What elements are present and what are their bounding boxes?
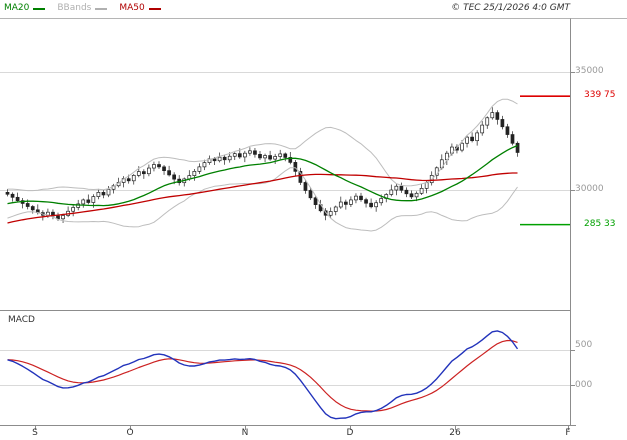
ma20-line-swatch bbox=[33, 7, 46, 10]
resistance-label: 339 75 bbox=[584, 90, 616, 100]
macd-tick-500: 500 bbox=[575, 340, 593, 350]
support-label: 285 33 bbox=[584, 219, 616, 229]
time-axis-label-nov: N bbox=[241, 428, 249, 438]
macd-panel-label: MACD bbox=[8, 315, 35, 325]
legend-ma20-label: MA20 bbox=[4, 3, 30, 13]
legend-ma50-label: MA50 bbox=[119, 3, 145, 13]
bbands-line-swatch bbox=[95, 7, 108, 10]
price-tick-30000: 30000 bbox=[575, 184, 604, 194]
copyright-text: © TEC 25/1/2026 4:0 GMT bbox=[451, 3, 570, 13]
time-axis-label-jan26: 26 bbox=[449, 428, 461, 438]
legend-item-ma20: MA20 bbox=[4, 3, 46, 14]
price-tick-35000: 35000 bbox=[575, 66, 604, 76]
legend-item-bbands: BBands bbox=[57, 3, 108, 14]
ma50-line-swatch bbox=[148, 7, 161, 10]
time-axis-label-sep: S bbox=[32, 428, 38, 438]
legend-bbands-label: BBands bbox=[57, 3, 92, 13]
time-axis-label-feb: F bbox=[565, 428, 571, 438]
legend: MA20 BBands MA50 bbox=[4, 3, 161, 14]
legend-item-ma50: MA50 bbox=[119, 3, 161, 14]
time-axis-label-oct: O bbox=[126, 428, 134, 438]
time-axis-label-dec: D bbox=[346, 428, 354, 438]
macd-tick-000: 000 bbox=[575, 380, 593, 390]
